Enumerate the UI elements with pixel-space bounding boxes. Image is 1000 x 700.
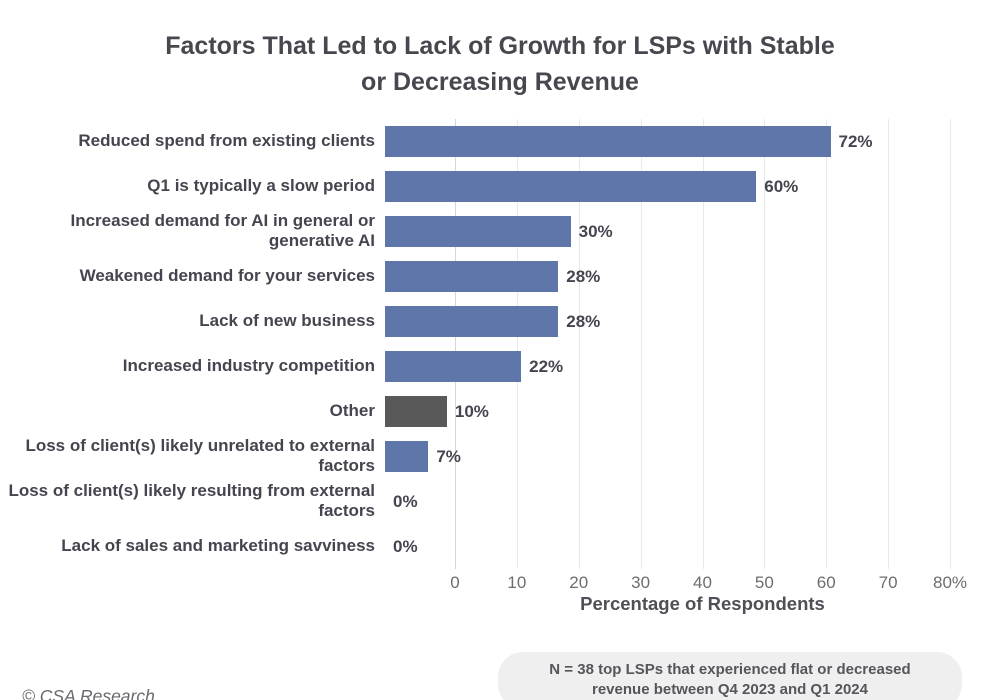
x-tick-label: 70 (878, 572, 898, 592)
gridline (888, 118, 890, 569)
x-tick-label: 40 (693, 572, 712, 592)
category-label: Increased industry competition (122, 356, 375, 376)
chart-title: Factors That Led to Lack of Growth for L… (0, 28, 1000, 101)
x-tick-label: 10 (507, 572, 527, 592)
x-axis-ticks: 0 10 20 30 40 50 60 70 80% (450, 569, 967, 593)
chart-row: Increased demand for AI in general or ge… (0, 209, 1000, 254)
category-label: Weakened demand for your services (79, 266, 375, 286)
bar-value-label: 10% (454, 401, 489, 421)
bar-chart: Reduced spend from existing clients 72% Q1… (0, 118, 1000, 615)
chart-title-line2: or Decreasing Revenue (361, 68, 639, 97)
category-label: Loss of client(s) likely resulting from … (8, 481, 375, 520)
gridline (950, 118, 951, 569)
bar (385, 395, 447, 427)
gridline (826, 118, 828, 569)
gridline (764, 118, 766, 569)
bar (385, 125, 831, 157)
chart-row: Lack of sales and marketing savviness 0% (0, 524, 1000, 569)
bar (385, 350, 522, 382)
chart-title-line1: Factors That Led to Lack of Growth for L… (165, 32, 835, 60)
x-tick-label: 20 (569, 572, 589, 592)
copyright-footer: © CSA Research (22, 686, 155, 700)
chart-row: Lack of new business 28% (0, 299, 1000, 344)
x-tick-label: 50 (754, 572, 774, 592)
x-tick-label: 30 (631, 572, 651, 592)
bar-value-label: 30% (578, 221, 613, 241)
gridline (640, 118, 642, 569)
bar-value-label: 28% (566, 311, 601, 331)
bar-value-label: 0% (393, 491, 418, 511)
category-label: Lack of new business (199, 311, 375, 331)
gridlines (455, 118, 951, 569)
category-label: Reduced spend from existing clients (78, 131, 375, 151)
x-tick-label: 60 (816, 572, 836, 592)
bar (385, 215, 571, 247)
bar (385, 440, 429, 472)
bar-value-label: 28% (566, 266, 601, 286)
sample-note: N = 38 top LSPs that experienced flat or… (498, 652, 962, 700)
category-label: Loss of client(s) likely unrelated to ex… (25, 436, 375, 475)
chart-rows: Reduced spend from existing clients 72% Q1… (0, 119, 1000, 569)
bar (385, 170, 757, 202)
bar-value-label: 7% (436, 446, 461, 466)
bar-value-label: 0% (393, 536, 418, 556)
bar-track: 10% (385, 389, 880, 434)
bar-value-label: 60% (764, 176, 799, 196)
bar-track: 22% (385, 344, 880, 389)
bar-track: 60% (385, 164, 880, 209)
chart-row: Other 10% (0, 389, 1000, 434)
gridline (455, 118, 456, 569)
bar-track: 7% (385, 434, 880, 479)
x-tick-label: 0 (450, 572, 460, 592)
chart-page: Factors That Led to Lack of Growth for L… (0, 28, 1000, 700)
chart-row: Loss of client(s) likely unrelated to ex… (0, 434, 1000, 479)
bar-track: 0% (385, 479, 880, 524)
bar-value-label: 72% (838, 131, 873, 151)
bar (385, 305, 559, 337)
bar (385, 260, 559, 292)
gridline (516, 118, 518, 569)
x-tick-label: 80% (932, 572, 968, 592)
bar-track: 30% (385, 209, 880, 254)
category-label: Other (329, 401, 375, 421)
chart-row: Q1 is typically a slow period 60% (0, 164, 1000, 209)
bar-track: 28% (385, 254, 880, 299)
chart-row: Reduced spend from existing clients 72% (0, 119, 1000, 164)
gridline (578, 118, 580, 569)
bar-track: 72% (385, 119, 880, 164)
bar-track: 28% (385, 299, 880, 344)
gridline (702, 118, 704, 569)
x-axis-label: Percentage of Respondents (580, 592, 825, 614)
category-label: Lack of sales and marketing savviness (61, 536, 375, 556)
category-label: Q1 is typically a slow period (147, 176, 375, 196)
bar-value-label: 22% (529, 356, 564, 376)
chart-row: Increased industry competition 22% (0, 344, 1000, 389)
chart-row: Weakened demand for your services 28% (0, 254, 1000, 299)
category-label: Increased demand for AI in general or ge… (70, 211, 375, 250)
bar-track: 0% (385, 524, 880, 569)
chart-row: Loss of client(s) likely resulting from … (0, 479, 1000, 524)
